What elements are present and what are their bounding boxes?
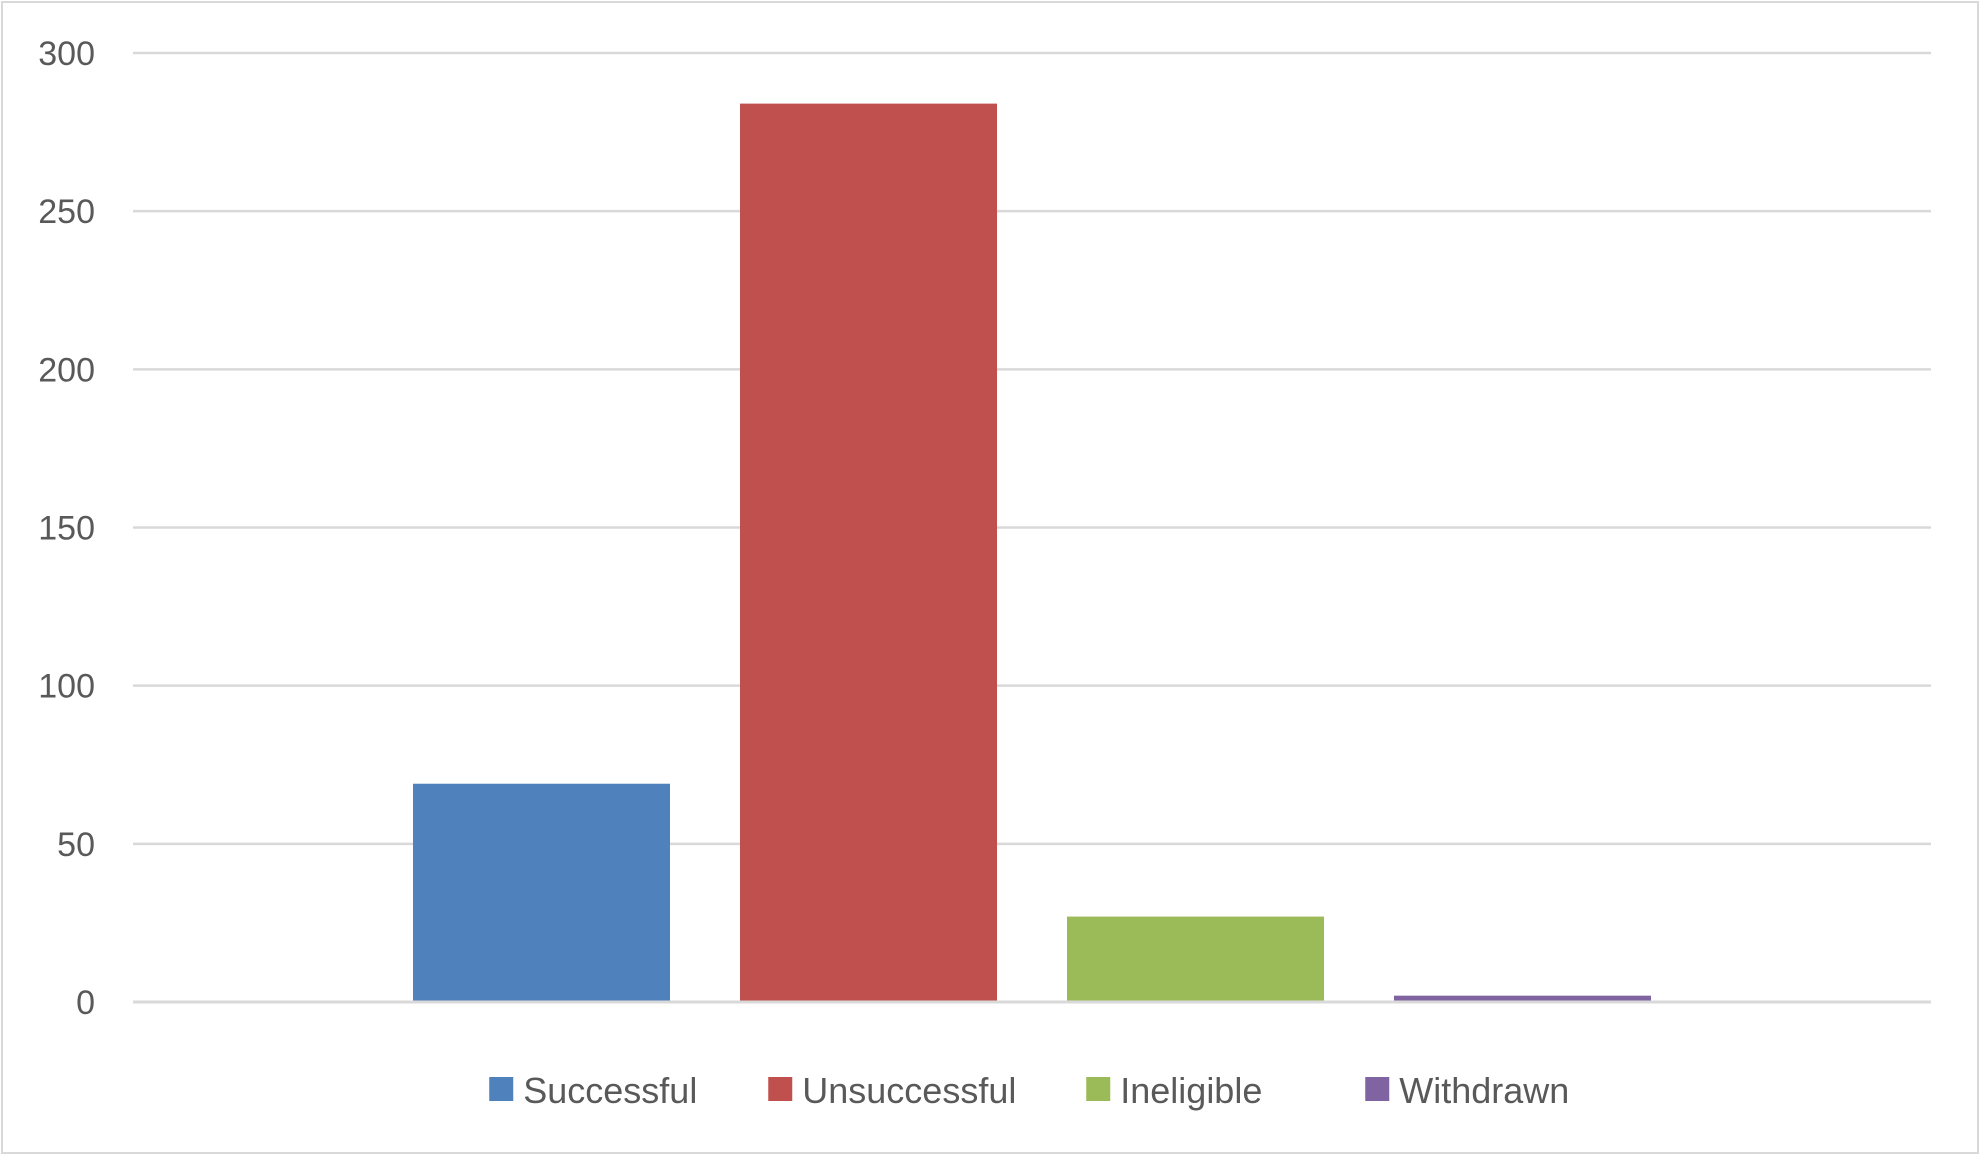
gridlines xyxy=(133,51,1931,846)
y-tick-label-300: 300 xyxy=(38,35,95,73)
y-tick-label-200: 200 xyxy=(38,351,95,389)
legend-swatch-withdrawn xyxy=(1365,1077,1390,1101)
bar-withdrawn xyxy=(1394,995,1651,1002)
legend-label-successful: Successful xyxy=(523,1070,697,1111)
legend-label-ineligible: Ineligible xyxy=(1120,1070,1262,1111)
legend-label-withdrawn: Withdrawn xyxy=(1399,1070,1569,1111)
y-tick-label-250: 250 xyxy=(38,193,95,231)
bar-unsuccessful xyxy=(740,103,997,1002)
legend-swatch-successful xyxy=(489,1077,514,1101)
legend-swatch-ineligible xyxy=(1086,1077,1111,1101)
y-tick-label-150: 150 xyxy=(38,510,95,548)
bar-successful xyxy=(413,783,670,1002)
bar-ineligible xyxy=(1067,916,1324,1002)
y-axis-tick-labels: 0 50 100 150 200 250 300 xyxy=(38,35,95,1022)
legend: Successful Unsuccessful Ineligible Withdraw… xyxy=(489,1070,1569,1111)
bar-chart: 0 50 100 150 200 250 300 Successful Unsuccessfu… xyxy=(38,35,1931,1111)
legend-label-unsuccessful: Unsuccessful xyxy=(802,1070,1016,1111)
y-tick-label-100: 100 xyxy=(38,668,95,706)
legend-swatch-unsuccessful xyxy=(768,1077,793,1101)
y-tick-label-0: 0 xyxy=(76,984,95,1022)
y-tick-label-50: 50 xyxy=(57,826,95,864)
bars xyxy=(413,103,1651,1002)
